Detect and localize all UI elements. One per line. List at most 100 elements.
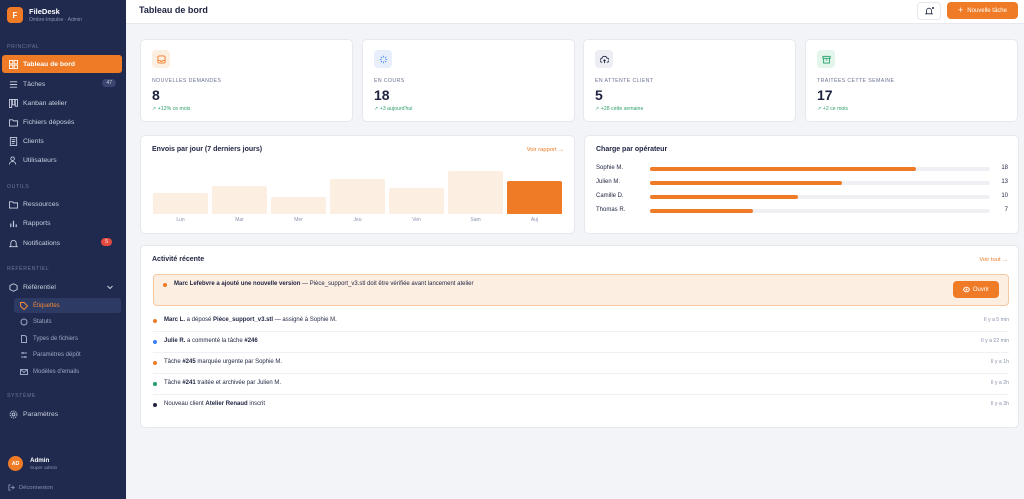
sidebar-subitem-statuses[interactable]: Statuts: [14, 314, 121, 329]
activity-emphasis: #245: [182, 359, 196, 365]
app-subtitle: Ombre-Impulse · Admin: [29, 17, 82, 23]
sidebar-item-clients[interactable]: Clients: [2, 132, 122, 150]
activity-text: Marc L. a déposé Pièce_support_v3.stl — …: [164, 317, 337, 323]
sidebar-item-label: Paramètres: [23, 410, 59, 418]
sidebar-subitem-label: Étiquettes: [33, 302, 60, 309]
activity-emphasis: #241: [182, 380, 196, 386]
activity-time: Il y a 1h: [990, 359, 1009, 365]
open-button[interactable]: Ouvrir: [953, 281, 999, 298]
sidebar-item-files[interactable]: Fichiers déposés: [2, 113, 122, 131]
activity-row[interactable]: Julie R. a commenté la tâche #246 Il y a …: [153, 332, 1009, 353]
inbox-icon: [156, 54, 166, 64]
operator-name: Camille D.: [596, 193, 624, 199]
sidebar-item-users[interactable]: Utilisateurs: [2, 151, 122, 169]
activity-row[interactable]: Marc L. a déposé Pièce_support_v3.stl — …: [153, 311, 1009, 332]
view-all-link[interactable]: Voir tout →: [979, 257, 1008, 263]
workload-value: 10: [1001, 193, 1008, 199]
sidebar-item-label: Clients: [23, 137, 44, 145]
highlight-dot: [163, 283, 167, 287]
stat-label: EN ATTENTE CLIENT: [595, 78, 654, 84]
sidebar-item-label: Fichiers déposés: [23, 118, 75, 126]
sidebar-item-label: Tableau de bord: [23, 60, 75, 68]
sidebar-item-reports[interactable]: Rapports: [2, 214, 122, 232]
section-systeme: SYSTÈME: [7, 393, 36, 399]
app-name: FileDesk: [29, 7, 60, 16]
activity-row[interactable]: Tâche #245 marquée urgente par Sophie M.…: [153, 353, 1009, 374]
section-referentiel: RÉFÉRENTIEL: [7, 266, 50, 272]
activity-title: Activité récente: [152, 256, 205, 263]
activity-dot: [153, 340, 157, 344]
sidebar-item-tasks[interactable]: Tâches 47: [2, 75, 122, 93]
activity-fragment: traitée et archivée par Julien M.: [195, 380, 282, 386]
workload-bar: [650, 209, 753, 213]
stat-card-in-progress[interactable]: EN COURS 18 ↗ +3 aujourd'hui: [362, 39, 575, 122]
activity-dot: [153, 319, 157, 323]
section-principal: PRINCIPAL: [7, 44, 40, 50]
current-user[interactable]: AD Admin Super admin: [8, 456, 57, 471]
workload-bar: [650, 167, 916, 171]
activity-emphasis: Julie R.: [164, 338, 186, 344]
stat-delta: ↗ +28 cette semaine: [595, 106, 644, 112]
stat-value: 5: [595, 87, 603, 103]
workload-track: [650, 181, 990, 185]
workload-value: 7: [1004, 207, 1008, 213]
sidebar: F FileDesk Ombre-Impulse · Admin PRINCIP…: [0, 0, 126, 499]
operator-name: Julien M.: [596, 179, 621, 185]
shipments-title: Envois par jour (7 derniers jours): [152, 146, 263, 153]
sidebar-subitem-file-types[interactable]: Types de fichiers: [14, 331, 121, 346]
stat-value: 17: [817, 87, 833, 103]
section-outils: OUTILS: [7, 184, 30, 190]
stat-delta: ↗ +2 ce mois: [817, 106, 849, 112]
user-role: Super admin: [30, 465, 58, 471]
open-button-label: Ouvrir: [972, 286, 990, 293]
tag-icon: [20, 301, 28, 310]
sidebar-item-dashboard[interactable]: Tableau de bord: [2, 55, 122, 73]
new-task-button[interactable]: + Nouvelle tâche: [947, 2, 1018, 19]
sidebar-item-label: Référentiel: [23, 283, 56, 291]
new-task-label: Nouvelle tâche: [967, 7, 1007, 14]
sidebar-item-settings[interactable]: Paramètres: [2, 405, 122, 423]
topbar: Tableau de bord + Nouvelle tâche: [126, 0, 1024, 24]
stat-icon-0: [152, 50, 170, 68]
activity-text: Tâche #245 marquée urgente par Sophie M.: [164, 359, 282, 365]
workload-track: [650, 209, 990, 213]
workload-track: [650, 167, 990, 171]
activity-row[interactable]: Nouveau client Atelier Renaud inscrit Il …: [153, 395, 1009, 416]
brand[interactable]: F FileDesk Ombre-Impulse · Admin: [7, 7, 82, 23]
stat-card-new-requests[interactable]: NOUVELLES DEMANDES 8 ↗ +12% ce mois: [140, 39, 353, 122]
chart-tick-label: Mer: [294, 217, 303, 223]
stat-card-processed-week[interactable]: TRAITÉES CETTE SEMAINE 17 ↗ +2 ce mois: [805, 39, 1018, 122]
sidebar-item-notifications[interactable]: Notifications 5: [2, 234, 122, 252]
bell-icon: [8, 238, 18, 248]
chart-bar: [330, 179, 385, 214]
stat-card-awaiting-client[interactable]: EN ATTENTE CLIENT 5 ↗ +28 cette semaine: [583, 39, 796, 122]
sidebar-subitem-label: Types de fichiers: [33, 335, 79, 342]
chevron-down-icon[interactable]: [106, 283, 114, 291]
activity-row[interactable]: Tâche #241 traitée et archivée par Julie…: [153, 374, 1009, 395]
workload-bar: [650, 195, 798, 199]
logout-icon: [8, 484, 15, 491]
workload-title: Charge par opérateur: [596, 146, 668, 153]
sidebar-item-referentiel[interactable]: Référentiel: [2, 278, 122, 296]
sidebar-subitem-tags[interactable]: Étiquettes: [14, 298, 121, 313]
folder-icon: [8, 199, 18, 209]
sidebar-item-resources[interactable]: Ressources: [2, 195, 122, 213]
kanban-icon: [8, 98, 18, 108]
activity-time: Il y a 2h: [990, 380, 1009, 386]
sidebar-item-label: Kanban atelier: [23, 99, 67, 107]
stat-value: 8: [152, 87, 160, 103]
sidebar-subitem-deposit-params[interactable]: Paramètres dépôt: [14, 347, 121, 362]
logout-button[interactable]: Déconnexion: [8, 484, 53, 491]
sidebar-item-label: Ressources: [23, 200, 59, 208]
sidebar-item-kanban[interactable]: Kanban atelier: [2, 94, 122, 112]
activity-dot: [153, 361, 157, 365]
list-icon: [8, 79, 18, 89]
stat-delta: ↗ +12% ce mois: [152, 106, 191, 112]
view-report-link[interactable]: Voir rapport →: [526, 147, 564, 153]
notifications-button[interactable]: [917, 2, 941, 20]
stat-label: NOUVELLES DEMANDES: [152, 78, 222, 84]
stat-value: 18: [374, 87, 390, 103]
activity-text: Nouveau client Atelier Renaud inscrit: [164, 401, 265, 407]
activity-fragment: Nouveau client: [164, 401, 206, 407]
sidebar-subitem-email-templates[interactable]: Modèles d'emails: [14, 364, 121, 379]
